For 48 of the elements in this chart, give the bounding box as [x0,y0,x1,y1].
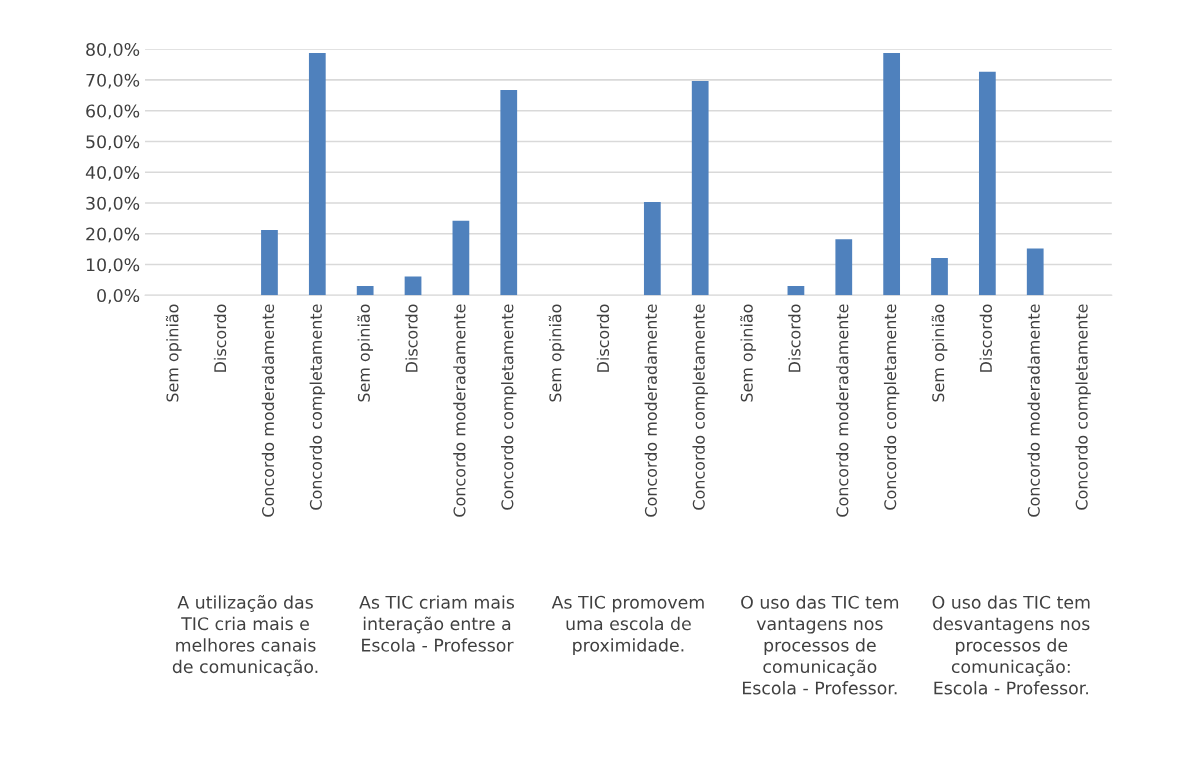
bar [308,52,326,296]
bar [356,286,374,296]
bar [452,220,470,296]
y-tick-label: 0,0% [97,288,140,304]
text: A utilização das TIC cria mais e melhores canais de comunicação. [172,595,318,677]
x-tick-label: Concordo completamente [1075,304,1091,510]
bar [978,71,996,296]
y-tick-label: 40,0% [85,165,140,181]
bar [883,52,901,296]
x-tick-label: Discordo [596,304,610,372]
bar [261,230,278,296]
x-tick-label: Discordo [405,304,418,372]
bar [931,258,948,296]
x-tick-label: Concordo completamente [309,304,326,510]
y-tick-label: 70,0% [86,73,140,89]
x-tick-label: Concordo moderadamente [644,304,657,517]
x-tick-label: Concordo completamente [692,304,708,510]
y-tick-label: 80,0% [86,42,140,58]
x-tick-label: Sem opinião [548,304,565,402]
x-tick-label: Concordo moderadamente [261,304,275,517]
x-tick-label: Concordo completamente [501,304,517,510]
bar [500,90,518,296]
x-tick-label: Concordo moderadamente [836,304,849,517]
x-tick-label: Discordo [788,304,801,372]
bar [835,239,853,296]
text: As TIC criam mais interação entre a Escola - Professor [359,595,515,652]
y-tick-label: 30,0% [86,196,140,212]
text: As TIC promovem uma escola de proximidade. [551,595,704,656]
x-tick-label: Sem opinião [165,304,182,402]
x-tick-label: Concordo moderadamente [453,304,466,517]
x-tick-label: Sem opinião [357,304,374,402]
text: O uso das TIC tem vantagens nos processos de comunicação Escola - Professor. [741,595,899,695]
text: O uso das TIC tem desvantagens nos processos de comunicação: Escola - Professor. [932,595,1090,695]
x-tick-label: Sem opinião [740,304,756,402]
bar [643,202,661,296]
y-tick-label: 10,0% [86,258,140,274]
bar [691,80,709,296]
y-tick-label: 20,0% [86,227,140,243]
x-tick-label: Discordo [979,304,992,372]
y-tick-label: 60,0% [86,104,140,120]
bar [404,276,422,296]
x-tick-label: Concordo moderadamente [1027,304,1040,517]
x-tick-label: Concordo completamente [883,304,900,510]
bar [1026,248,1044,296]
x-tick-label: Sem opinião [931,304,948,402]
bar [787,286,805,296]
x-tick-label: Discordo [213,304,227,372]
y-tick-label: 50,0% [86,135,140,151]
